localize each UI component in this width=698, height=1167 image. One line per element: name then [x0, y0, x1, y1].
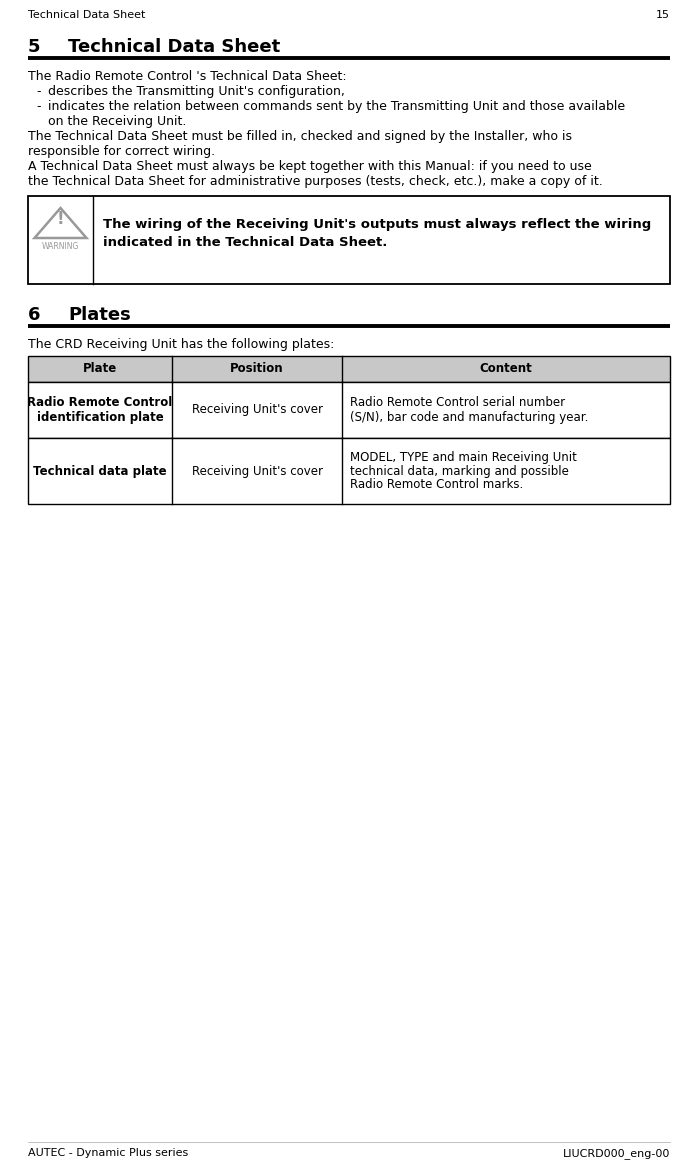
Text: 5: 5	[28, 39, 40, 56]
Text: indicates the relation between commands sent by the Transmitting Unit and those : indicates the relation between commands …	[48, 100, 625, 113]
Text: Receiving Unit's cover: Receiving Unit's cover	[191, 404, 322, 417]
Text: Technical Data Sheet: Technical Data Sheet	[68, 39, 281, 56]
Text: Plate: Plate	[83, 363, 117, 376]
Text: the Technical Data Sheet for administrative purposes (tests, check, etc.), make : the Technical Data Sheet for administrat…	[28, 175, 603, 188]
Text: indicated in the Technical Data Sheet.: indicated in the Technical Data Sheet.	[103, 236, 387, 249]
Text: on the Receiving Unit.: on the Receiving Unit.	[48, 116, 186, 128]
Bar	[28, 438, 670, 504]
Text: Radio Remote Control serial number: Radio Remote Control serial number	[350, 396, 565, 408]
Text: -: -	[36, 85, 40, 98]
Text: identification plate: identification plate	[36, 412, 163, 425]
Text: LIUCRD000_eng-00: LIUCRD000_eng-00	[563, 1148, 670, 1159]
Text: The Radio Remote Control 's Technical Data Sheet:: The Radio Remote Control 's Technical Da…	[28, 70, 347, 83]
Text: !: !	[57, 210, 64, 229]
Text: The CRD Receiving Unit has the following plates:: The CRD Receiving Unit has the following…	[28, 338, 334, 351]
Text: The wiring of the Receiving Unit's outputs must always reflect the wiring: The wiring of the Receiving Unit's outpu…	[103, 218, 651, 231]
Text: responsible for correct wiring.: responsible for correct wiring.	[28, 145, 215, 158]
Text: Content: Content	[480, 363, 533, 376]
Text: Position: Position	[230, 363, 284, 376]
Text: Receiving Unit's cover: Receiving Unit's cover	[191, 464, 322, 477]
Text: describes the Transmitting Unit's configuration,: describes the Transmitting Unit's config…	[48, 85, 345, 98]
Text: The Technical Data Sheet must be filled in, checked and signed by the Installer,: The Technical Data Sheet must be filled …	[28, 130, 572, 144]
Text: 6: 6	[28, 306, 40, 324]
Text: -: -	[36, 100, 40, 113]
Text: (S/N), bar code and manufacturing year.: (S/N), bar code and manufacturing year.	[350, 412, 588, 425]
Text: Technical data plate: Technical data plate	[34, 464, 167, 477]
Bar	[28, 382, 670, 438]
Text: Technical Data Sheet: Technical Data Sheet	[28, 11, 145, 20]
Text: 15: 15	[656, 11, 670, 20]
Text: Radio Remote Control: Radio Remote Control	[27, 396, 172, 408]
Text: A Technical Data Sheet must always be kept together with this Manual: if you nee: A Technical Data Sheet must always be ke…	[28, 160, 592, 173]
Text: WARNING: WARNING	[42, 242, 79, 251]
Text: Plates: Plates	[68, 306, 131, 324]
Text: technical data, marking and possible: technical data, marking and possible	[350, 464, 569, 477]
Bar	[28, 356, 670, 382]
Text: AUTEC - Dynamic Plus series: AUTEC - Dynamic Plus series	[28, 1148, 188, 1158]
Text: Radio Remote Control marks.: Radio Remote Control marks.	[350, 478, 524, 491]
Bar	[28, 196, 670, 284]
Text: MODEL, TYPE and main Receiving Unit: MODEL, TYPE and main Receiving Unit	[350, 450, 577, 463]
